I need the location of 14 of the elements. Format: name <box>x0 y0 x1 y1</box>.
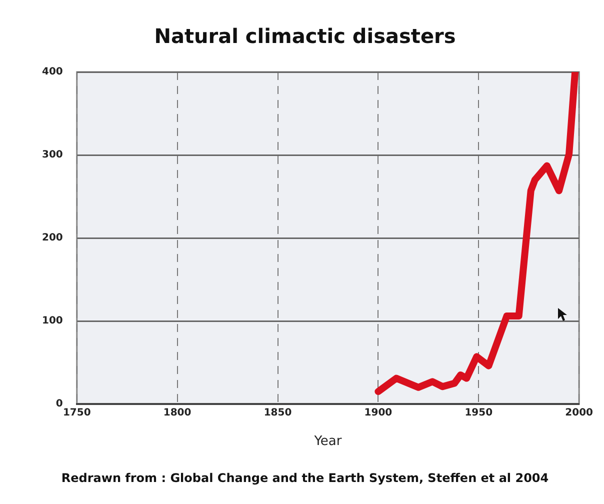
x-tick-label: 1950 <box>464 408 493 419</box>
y-tick-label: 200 <box>42 232 63 244</box>
x-tick-label: 1850 <box>264 408 292 419</box>
y-tick-label: 400 <box>42 66 63 78</box>
y-tick-label: 300 <box>42 150 63 161</box>
x-tick-label: 1900 <box>364 408 392 419</box>
x-tick-label: 2000 <box>565 408 594 419</box>
y-tick-label: 100 <box>42 316 63 327</box>
text: Redrawn from : Global Change and the Earth System, Steffen et al 2004 <box>61 470 549 485</box>
chart-title: Natural climactic disasters <box>154 24 456 48</box>
x-axis-title: Year <box>313 434 342 450</box>
x-tick-label: 1800 <box>163 408 192 419</box>
x-tick-label: 1750 <box>62 408 91 419</box>
y-tick-label: 0 <box>56 398 63 410</box>
